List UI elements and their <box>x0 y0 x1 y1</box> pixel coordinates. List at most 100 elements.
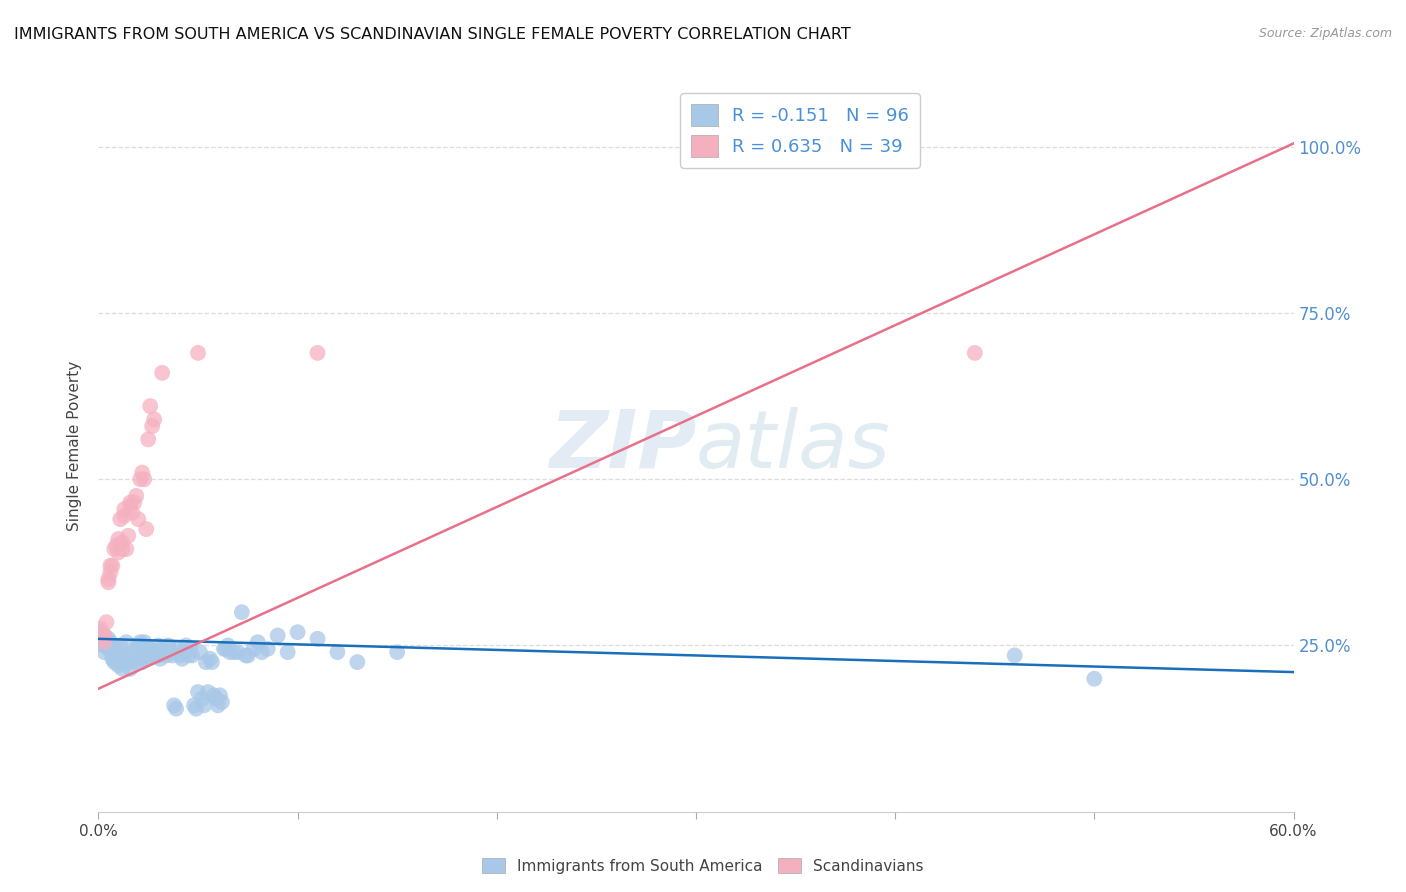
Point <box>141 645 163 659</box>
Point <box>101 652 124 666</box>
Point <box>145 645 167 659</box>
Point <box>250 645 273 659</box>
Text: ZIP: ZIP <box>548 407 696 485</box>
Point <box>93 645 115 659</box>
Point <box>101 648 124 663</box>
Point <box>134 635 156 649</box>
Point <box>222 645 245 659</box>
Point <box>112 508 135 523</box>
Point <box>183 698 205 713</box>
Point <box>124 655 146 669</box>
Point <box>167 641 190 656</box>
Point <box>93 628 115 642</box>
Point <box>125 641 148 656</box>
Point <box>287 625 309 640</box>
Point <box>103 652 125 666</box>
Point <box>149 652 172 666</box>
Point <box>385 645 409 659</box>
Point <box>101 558 124 573</box>
Point <box>135 652 157 666</box>
Point <box>110 512 132 526</box>
Point <box>207 698 229 713</box>
Point <box>89 625 111 640</box>
Point <box>121 506 143 520</box>
Point <box>1083 672 1105 686</box>
Point <box>160 648 183 663</box>
Point <box>127 512 149 526</box>
Point <box>115 635 138 649</box>
Point <box>120 652 142 666</box>
Point <box>173 645 195 659</box>
Point <box>134 472 156 486</box>
Point <box>267 628 290 642</box>
Point <box>103 542 125 557</box>
Point <box>1004 648 1026 663</box>
Point <box>96 615 118 630</box>
Point <box>155 648 177 663</box>
Legend: Immigrants from South America, Scandinavians: Immigrants from South America, Scandinav… <box>477 852 929 880</box>
Point <box>111 648 134 663</box>
Point <box>105 539 128 553</box>
Point <box>129 645 152 659</box>
Point <box>169 648 191 663</box>
Point <box>150 641 173 656</box>
Point <box>157 645 180 659</box>
Point <box>121 645 143 659</box>
Point <box>197 685 219 699</box>
Point <box>187 685 209 699</box>
Point <box>187 346 209 360</box>
Legend: R = -0.151   N = 96, R = 0.635   N = 39: R = -0.151 N = 96, R = 0.635 N = 39 <box>681 93 920 168</box>
Point <box>219 645 242 659</box>
Point <box>181 648 204 663</box>
Point <box>212 641 235 656</box>
Point <box>107 532 129 546</box>
Point <box>110 639 132 653</box>
Point <box>201 655 224 669</box>
Point <box>131 655 153 669</box>
Point <box>208 689 231 703</box>
Point <box>124 495 146 509</box>
Point <box>172 652 194 666</box>
Point <box>129 472 152 486</box>
Point <box>326 645 349 659</box>
Point <box>136 645 159 659</box>
Point <box>198 652 221 666</box>
Point <box>246 635 269 649</box>
Point <box>96 639 118 653</box>
Point <box>112 648 135 663</box>
Point <box>188 645 211 659</box>
Point <box>277 645 299 659</box>
Point <box>112 655 135 669</box>
Point <box>112 502 135 516</box>
Point <box>131 652 153 666</box>
Point <box>157 639 180 653</box>
Point <box>215 641 238 656</box>
Point <box>236 648 259 663</box>
Point <box>195 655 218 669</box>
Point <box>179 641 201 656</box>
Point <box>211 695 233 709</box>
Point <box>346 655 368 669</box>
Point <box>135 522 157 536</box>
Point <box>177 648 200 663</box>
Point <box>91 628 114 642</box>
Point <box>135 641 157 656</box>
Point <box>202 689 225 703</box>
Point <box>91 632 114 646</box>
Point <box>165 701 187 715</box>
Point <box>148 639 170 653</box>
Point <box>139 399 162 413</box>
Point <box>107 658 129 673</box>
Point <box>129 635 152 649</box>
Point <box>89 622 111 636</box>
Point <box>115 652 138 666</box>
Point <box>139 641 162 656</box>
Point <box>107 655 129 669</box>
Point <box>159 641 181 656</box>
Point <box>134 652 156 666</box>
Point <box>120 495 142 509</box>
Text: IMMIGRANTS FROM SOUTH AMERICA VS SCANDINAVIAN SINGLE FEMALE POVERTY CORRELATION : IMMIGRANTS FROM SOUTH AMERICA VS SCANDIN… <box>14 27 851 42</box>
Point <box>125 489 148 503</box>
Point <box>115 542 138 557</box>
Point <box>231 605 253 619</box>
